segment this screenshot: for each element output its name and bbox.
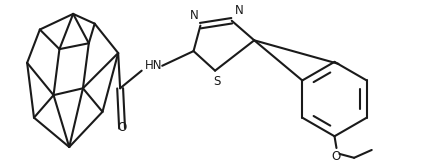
Text: S: S xyxy=(213,75,221,88)
Text: O: O xyxy=(117,121,127,134)
Text: N: N xyxy=(190,9,199,22)
Text: HN: HN xyxy=(145,59,162,72)
Text: N: N xyxy=(235,4,244,17)
Text: O: O xyxy=(332,150,341,163)
